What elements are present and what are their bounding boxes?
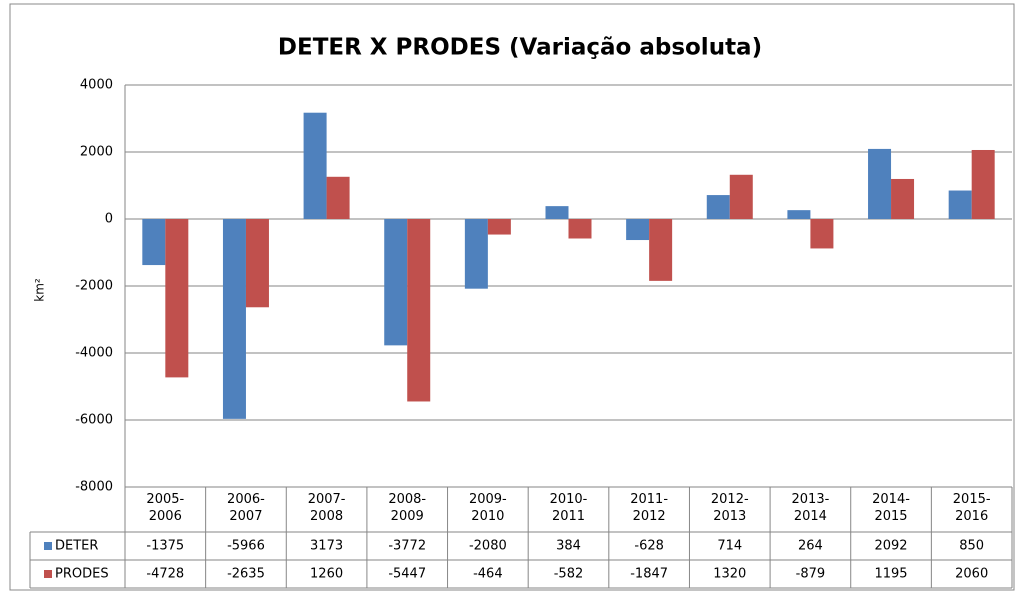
y-axis-label: km² xyxy=(33,278,47,302)
x-tick-label: 2015-2016 xyxy=(952,492,991,524)
table-value: -5966 xyxy=(227,539,265,554)
x-tick-label-box: 2006-2007 xyxy=(227,492,265,524)
legend-swatch xyxy=(44,542,52,550)
bar xyxy=(891,178,915,219)
table-value: -1847 xyxy=(630,567,668,582)
table-value: -582 xyxy=(554,567,584,582)
table-value: 1195 xyxy=(874,567,907,582)
table-value: -2080 xyxy=(469,539,507,554)
bar xyxy=(787,210,811,219)
bar xyxy=(384,219,408,346)
bar xyxy=(971,149,995,219)
bar xyxy=(245,219,269,308)
table-value: 384 xyxy=(556,539,581,554)
bar xyxy=(222,219,246,419)
y-tick-label: -6000 xyxy=(75,413,113,428)
legend-label: PRODES xyxy=(55,567,109,582)
table-value: -879 xyxy=(796,567,826,582)
legend-swatch xyxy=(44,570,52,578)
bar xyxy=(568,219,592,239)
bar xyxy=(326,176,350,219)
y-tick-label: 4000 xyxy=(80,78,113,93)
x-tick-label-box: 2012-2013 xyxy=(710,492,749,524)
x-tick-label-box: 2009-2010 xyxy=(468,492,507,524)
x-tick-label: 2010-2011 xyxy=(549,492,588,524)
y-tick-label: -2000 xyxy=(75,279,113,294)
bar xyxy=(464,219,488,289)
x-tick-label: 2014-2015 xyxy=(872,492,910,524)
bar xyxy=(487,219,511,235)
table-value: -628 xyxy=(634,539,664,554)
table-value: 2092 xyxy=(874,539,907,554)
x-tick-label: 2006-2007 xyxy=(227,492,265,524)
y-tick-label: 0 xyxy=(105,212,113,227)
legend-label: DETER xyxy=(55,539,98,554)
bar xyxy=(303,112,327,219)
x-tick-label-box: 2008-2009 xyxy=(388,492,427,524)
x-tick-label: 2011-2012 xyxy=(630,492,669,524)
bar xyxy=(810,219,834,249)
x-tick-label-box: 2013-2014 xyxy=(791,492,830,524)
table-value: -2635 xyxy=(227,567,265,582)
bar xyxy=(626,219,650,241)
table-value: -5447 xyxy=(388,567,426,582)
chart-title: DETER X PRODES (Variação absoluta) xyxy=(278,35,762,61)
y-tick-label: 2000 xyxy=(80,145,113,160)
table-value: -464 xyxy=(473,567,503,582)
table-value: -1375 xyxy=(146,539,184,554)
bar xyxy=(142,219,166,266)
bar xyxy=(649,219,673,281)
y-tick-label: -4000 xyxy=(75,346,113,361)
bar xyxy=(948,190,972,219)
x-tick-label: 2012-2013 xyxy=(710,492,749,524)
x-tick-label-box: 2005-2006 xyxy=(146,492,185,524)
x-tick-label-box: 2015-2016 xyxy=(952,492,991,524)
table-value: 264 xyxy=(798,539,823,554)
table-value: 714 xyxy=(717,539,742,554)
x-tick-label: 2007-2008 xyxy=(307,492,346,524)
bar xyxy=(706,195,730,219)
table-value: 850 xyxy=(959,539,984,554)
table-value: 1260 xyxy=(310,567,343,582)
y-tick-label: -8000 xyxy=(75,480,113,495)
bar xyxy=(729,174,753,219)
x-tick-label: 2009-2010 xyxy=(468,492,507,524)
table-value: 2060 xyxy=(955,567,988,582)
x-tick-label-box: 2011-2012 xyxy=(630,492,669,524)
table-value: -3772 xyxy=(388,539,426,554)
table-value: 3173 xyxy=(310,539,343,554)
table-value: -4728 xyxy=(146,567,184,582)
x-tick-label: 2013-2014 xyxy=(791,492,830,524)
bar xyxy=(407,219,431,402)
x-tick-label-box: 2010-2011 xyxy=(549,492,588,524)
bar xyxy=(165,219,189,378)
table-value: 1320 xyxy=(713,567,746,582)
x-tick-label: 2005-2006 xyxy=(146,492,185,524)
x-tick-label: 2008-2009 xyxy=(388,492,427,524)
x-tick-label-box: 2014-2015 xyxy=(872,492,910,524)
x-tick-label-box: 2007-2008 xyxy=(307,492,346,524)
bar xyxy=(868,148,892,219)
bar xyxy=(545,206,569,219)
